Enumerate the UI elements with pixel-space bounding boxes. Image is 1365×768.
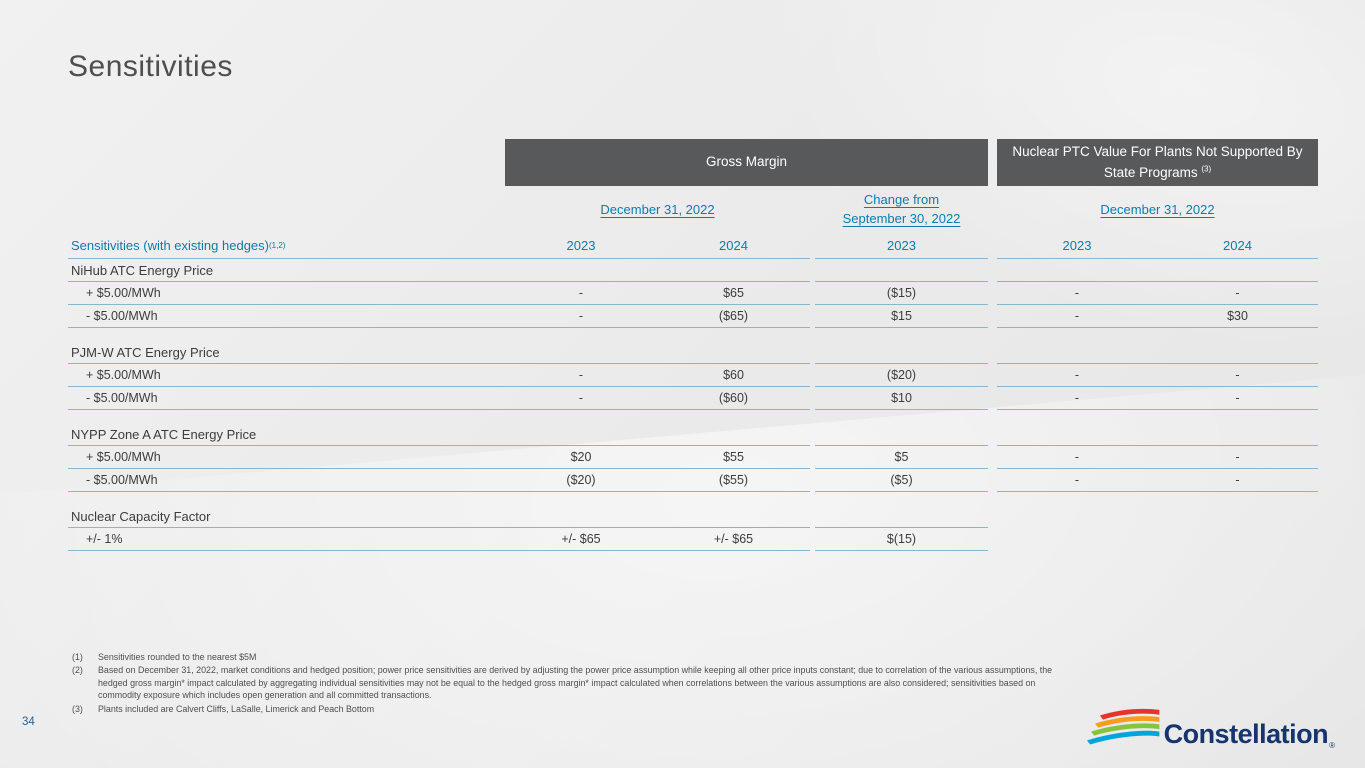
cell-gm-2023: $20 (505, 446, 657, 469)
ptc-date-label: December 31, 2022 (1100, 201, 1215, 217)
section-header-nuclear-capacity: Nuclear Capacity Factor (68, 505, 1318, 528)
change-2023-column-header: 2023 (815, 232, 988, 259)
cell-gm-2023: ($20) (505, 469, 657, 492)
cell-ptc-2024: $30 (1157, 305, 1318, 328)
footnote-text: Plants included are Calvert Cliffs, LaSa… (98, 703, 375, 714)
cell-change-2023: $(15) (815, 528, 988, 551)
footnote-number: (3) (72, 703, 83, 714)
section-header-pjmw: PJM-W ATC Energy Price (68, 341, 1318, 364)
page-title: Sensitivities (68, 50, 233, 83)
nuclear-ptc-header-label: Nuclear PTC Value For Plants Not Support… (1012, 143, 1303, 180)
table-column-header-row: Sensitivities (with existing hedges) (1,… (68, 232, 1318, 259)
cell-ptc-2023: - (997, 364, 1157, 387)
label-footnote-ref: (1,2) (268, 240, 286, 250)
row-label: - $5.00/MWh (68, 469, 505, 492)
footnote-3: (3) Plants included are Calvert Cliffs, … (72, 703, 1057, 715)
cell-gm-2024: ($65) (657, 305, 810, 328)
cell-gm-2024: $55 (657, 446, 810, 469)
gross-margin-header-label: Gross Margin (705, 154, 788, 170)
cell-change-2023: $15 (815, 305, 988, 328)
section-header-nihub: NiHub ATC Energy Price (68, 259, 1318, 282)
table-row: - $5.00/MWh - ($60) $10 - - (68, 387, 1318, 410)
constellation-logo: Constellation ® (1086, 707, 1335, 750)
cell-gm-2023: +/- $65 (505, 528, 657, 551)
footnote-text: Based on December 31, 2022, market condi… (98, 665, 1053, 701)
page-number: 34 (22, 716, 35, 728)
cell-ptc-2024: - (1157, 446, 1318, 469)
cell-change-2023: ($20) (815, 364, 988, 387)
footnotes: (1) Sensitivities rounded to the nearest… (72, 651, 1057, 716)
footnote-text: Sensitivities rounded to the nearest $5M (98, 652, 257, 662)
cell-gm-2023: - (505, 364, 657, 387)
table-subheader-row: December 31, 2022 Change from September … (68, 186, 1318, 232)
footnote-2: (2) Based on December 31, 2022, market c… (72, 664, 1057, 701)
row-label: + $5.00/MWh (68, 364, 505, 387)
cell-gm-2023: - (505, 387, 657, 410)
footnote-number: (2) (72, 665, 83, 676)
gm-2023-column-header: 2023 (505, 232, 657, 259)
cell-gm-2024: ($55) (657, 469, 810, 492)
row-label-column-header: Sensitivities (with existing hedges) (1,… (68, 232, 505, 259)
section-title: NYPP Zone A ATC Energy Price (68, 423, 505, 446)
footnote-1: (1) Sensitivities rounded to the nearest… (72, 651, 1057, 663)
cell-ptc-2024 (1157, 528, 1318, 551)
cell-ptc-2023: - (997, 305, 1157, 328)
cell-change-2023: ($5) (815, 469, 988, 492)
cell-gm-2024: $65 (657, 282, 810, 305)
cell-ptc-2024: - (1157, 282, 1318, 305)
cell-ptc-2023: - (997, 387, 1157, 410)
gm-date-label: December 31, 2022 (600, 201, 715, 217)
section-title: NiHub ATC Energy Price (68, 259, 505, 282)
constellation-wordmark: Constellation (1163, 719, 1329, 749)
nuclear-ptc-footnote-ref: (3) (1201, 164, 1212, 173)
row-label: +/- 1% (68, 528, 505, 551)
section-title: Nuclear Capacity Factor (68, 505, 505, 528)
change-date-label: Change from September 30, 2022 (842, 191, 961, 227)
gm-date-header: December 31, 2022 (505, 186, 810, 232)
section-header-nypp: NYPP Zone A ATC Energy Price (68, 423, 1318, 446)
ptc-2023-column-header: 2023 (997, 232, 1157, 259)
gm-2024-column-header: 2024 (657, 232, 810, 259)
cell-ptc-2024: - (1157, 469, 1318, 492)
table-row: - $5.00/MWh ($20) ($55) ($5) - - (68, 469, 1318, 492)
cell-gm-2024: $60 (657, 364, 810, 387)
cell-change-2023: ($15) (815, 282, 988, 305)
cell-change-2023: $5 (815, 446, 988, 469)
cell-ptc-2023: - (997, 282, 1157, 305)
cell-ptc-2023: - (997, 446, 1157, 469)
row-label: + $5.00/MWh (68, 446, 505, 469)
table-group-header-row: Gross Margin Nuclear PTC Value For Plant… (68, 139, 1318, 186)
table-row: + $5.00/MWh $20 $55 $5 - - (68, 446, 1318, 469)
constellation-swoosh-icon (1086, 708, 1159, 745)
nuclear-ptc-header: Nuclear PTC Value For Plants Not Support… (997, 139, 1318, 186)
change-date-header: Change from September 30, 2022 (815, 186, 988, 232)
cell-gm-2024: +/- $65 (657, 528, 810, 551)
cell-gm-2023: - (505, 282, 657, 305)
table-row: + $5.00/MWh - $60 ($20) - - (68, 364, 1318, 387)
row-label: - $5.00/MWh (68, 305, 505, 328)
table-row: + $5.00/MWh - $65 ($15) - - (68, 282, 1318, 305)
gross-margin-header: Gross Margin (505, 139, 988, 186)
cell-ptc-2023 (997, 528, 1157, 551)
footnote-number: (1) (72, 652, 83, 662)
cell-gm-2023: - (505, 305, 657, 328)
row-label: + $5.00/MWh (68, 282, 505, 305)
cell-gm-2024: ($60) (657, 387, 810, 410)
row-label: - $5.00/MWh (68, 387, 505, 410)
cell-ptc-2024: - (1157, 387, 1318, 410)
ptc-2024-column-header: 2024 (1157, 232, 1318, 259)
sensitivities-table: Gross Margin Nuclear PTC Value For Plant… (68, 139, 1318, 551)
table-row: +/- 1% +/- $65 +/- $65 $(15) (68, 528, 1318, 551)
table-row: - $5.00/MWh - ($65) $15 - $30 (68, 305, 1318, 328)
section-title: PJM-W ATC Energy Price (68, 341, 505, 364)
ptc-date-header: December 31, 2022 (997, 186, 1318, 232)
registered-mark: ® (1329, 741, 1335, 750)
cell-ptc-2024: - (1157, 364, 1318, 387)
cell-ptc-2023: - (997, 469, 1157, 492)
cell-change-2023: $10 (815, 387, 988, 410)
